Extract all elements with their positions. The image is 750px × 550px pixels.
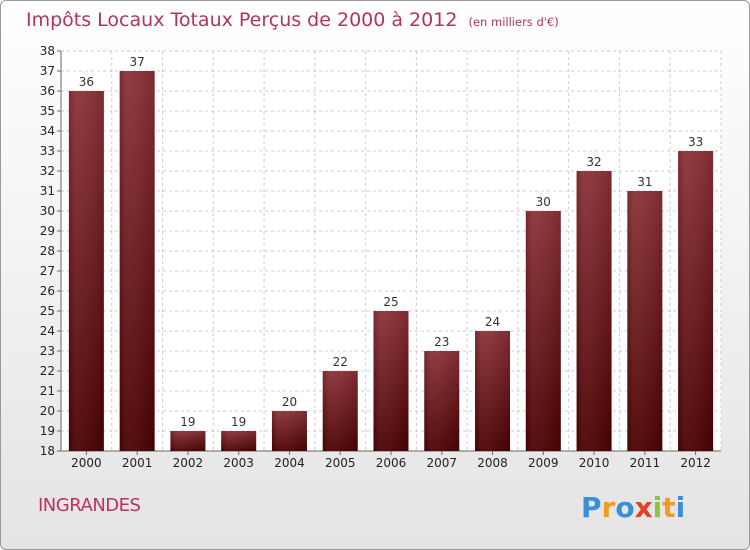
y-tick-label: 27	[40, 264, 55, 278]
x-tick-label: 2004	[274, 456, 305, 470]
x-tick-label: 2006	[376, 456, 407, 470]
y-tick-label: 22	[40, 364, 55, 378]
bar-shade-2007	[424, 351, 460, 451]
bar-shade-2010	[576, 171, 612, 451]
commune-name: INGRANDES	[38, 495, 141, 516]
data-label: 19	[180, 415, 195, 429]
bar-shade-2000	[68, 91, 104, 451]
y-tick-label: 36	[40, 84, 55, 98]
x-tick-label: 2009	[528, 456, 559, 470]
bar-layer	[68, 71, 714, 451]
y-tick-label: 20	[40, 404, 55, 418]
data-label: 37	[130, 55, 145, 69]
y-tick-label: 24	[40, 324, 55, 338]
y-tick-label: 33	[40, 144, 55, 158]
bar-shade-2012	[678, 151, 714, 451]
data-label: 31	[637, 175, 652, 189]
proxiti-logo-text: Proxiti	[581, 491, 685, 524]
y-tick-label: 18	[40, 444, 55, 458]
y-tick-label: 25	[40, 304, 55, 318]
y-tick-label: 29	[40, 224, 55, 238]
y-tick-label: 26	[40, 284, 55, 298]
x-tick-label: 2012	[680, 456, 711, 470]
y-tick-label: 21	[40, 384, 55, 398]
bar-shade-2006	[373, 311, 409, 451]
y-tick-label: 19	[40, 424, 55, 438]
y-tick-label: 34	[40, 124, 55, 138]
chart-title-unit: (en milliers d'€)	[468, 15, 559, 29]
chart-title: Impôts Locaux Totaux Perçus de 2000 à 20…	[26, 9, 559, 31]
bar-shade-2001	[119, 71, 155, 451]
proxiti-logo: Proxiti	[581, 491, 685, 524]
label-layer: 18 19 20 21 22 23 24 25 26 27 28 29 30 31 32 33 34 35 36 37…	[40, 44, 711, 470]
x-tick-label: 2007	[426, 456, 457, 470]
bar-shade-2003	[221, 431, 257, 451]
data-label: 36	[79, 75, 94, 89]
x-tick-label: 2011	[630, 456, 661, 470]
x-tick-label: 2000	[71, 456, 102, 470]
y-tick-label: 32	[40, 164, 55, 178]
x-tick-label: 2005	[325, 456, 356, 470]
bar-shade-2008	[475, 331, 511, 451]
x-tick-label: 2002	[173, 456, 204, 470]
bar-shade-2005	[322, 371, 358, 451]
data-label: 23	[434, 335, 449, 349]
x-tick-label: 2001	[122, 456, 153, 470]
bar-shade-2004	[271, 411, 307, 451]
data-label: 32	[586, 155, 601, 169]
y-tick-label: 37	[40, 64, 55, 78]
x-tick-label: 2008	[477, 456, 508, 470]
bar-shade-2009	[525, 211, 561, 451]
bar-shade-2002	[170, 431, 206, 451]
data-label: 25	[383, 295, 398, 309]
data-label: 22	[333, 355, 348, 369]
y-tick-label: 23	[40, 344, 55, 358]
y-tick-label: 38	[40, 44, 55, 58]
chart-title-main: Impôts Locaux Totaux Perçus de 2000 à 20…	[26, 9, 458, 31]
y-tick-label: 30	[40, 204, 55, 218]
data-label: 33	[688, 135, 703, 149]
data-label: 24	[485, 315, 500, 329]
data-label: 30	[536, 195, 551, 209]
y-tick-label: 31	[40, 184, 55, 198]
x-tick-label: 2003	[223, 456, 254, 470]
data-label: 20	[282, 395, 297, 409]
data-label: 19	[231, 415, 246, 429]
bar-shade-2011	[627, 191, 663, 451]
y-tick-label: 35	[40, 104, 55, 118]
y-tick-label: 28	[40, 244, 55, 258]
x-tick-label: 2010	[579, 456, 610, 470]
